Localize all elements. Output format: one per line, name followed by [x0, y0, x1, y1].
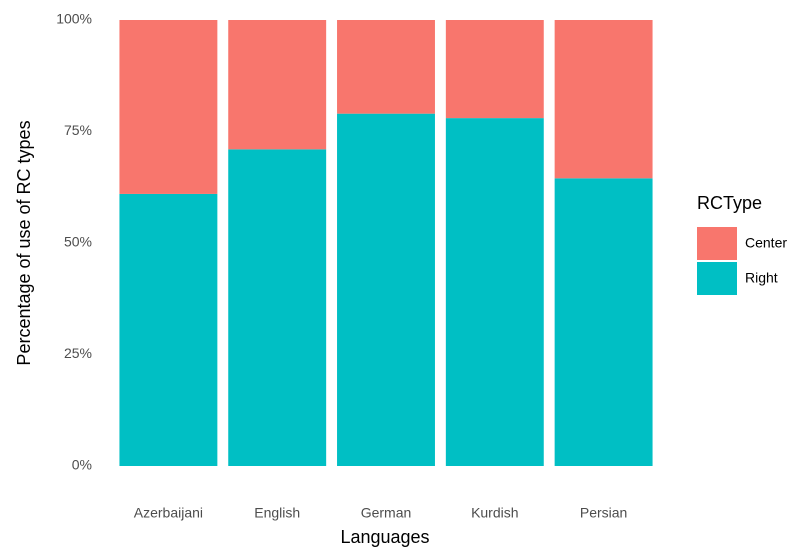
bar-segment — [554, 20, 653, 179]
legend-key — [697, 262, 737, 295]
y-tick-label: 50% — [64, 234, 92, 250]
bar-segment — [119, 193, 218, 466]
legend-label: Right — [745, 270, 778, 286]
legend-key — [697, 227, 737, 260]
y-tick-label: 75% — [64, 122, 92, 138]
bar-segment — [445, 20, 544, 119]
bar-segment — [228, 20, 327, 150]
bar-segment — [337, 113, 435, 466]
x-axis-title: Languages — [340, 527, 429, 547]
y-tick-label: 25% — [64, 345, 92, 361]
x-tick-label: Kurdish — [471, 505, 518, 521]
x-tick-label: English — [254, 505, 300, 521]
legend-label: Center — [745, 235, 787, 251]
bar-segment — [445, 118, 544, 467]
x-tick-label: Persian — [580, 505, 627, 521]
x-tick-label: German — [361, 505, 412, 521]
y-axis-title: Percentage of use of RC types — [14, 120, 34, 365]
bar-segment — [554, 178, 653, 466]
legend-title: RCType — [697, 193, 762, 213]
x-tick-label: Azerbaijani — [134, 505, 203, 521]
bar-segment — [337, 20, 435, 114]
bar-segment — [119, 20, 218, 194]
y-tick-label: 0% — [72, 457, 92, 473]
bar-segment — [228, 149, 327, 466]
y-tick-label: 100% — [56, 11, 92, 27]
